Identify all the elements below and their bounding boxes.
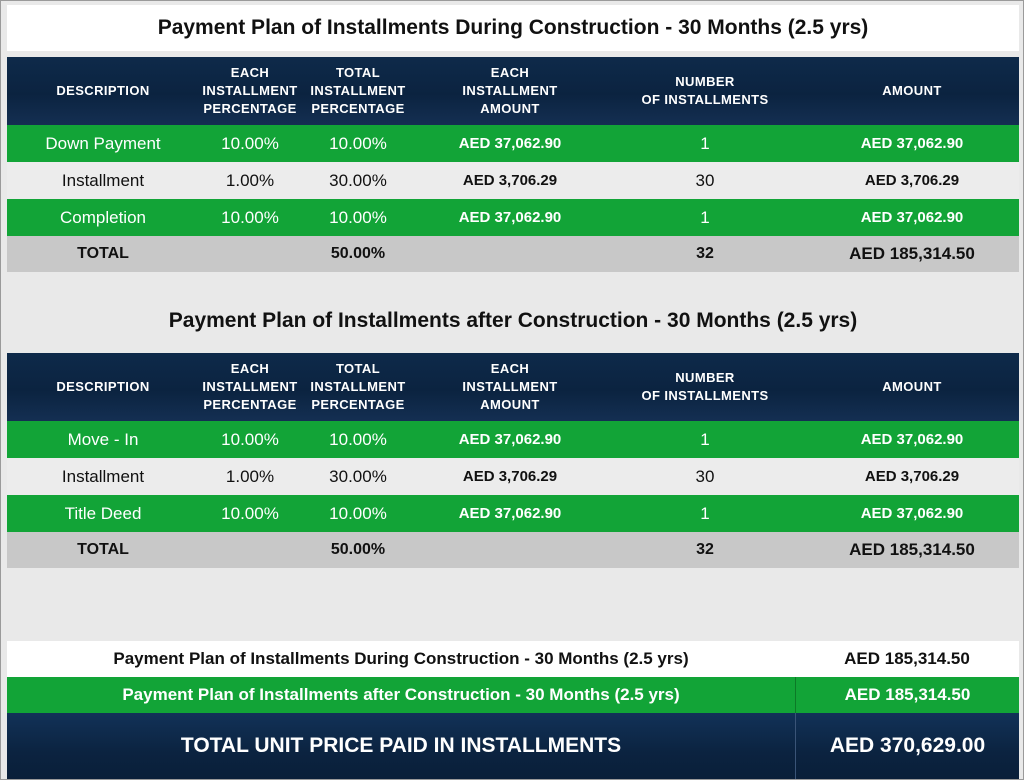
row-count: 30 [695, 466, 715, 486]
row-each-pct: 10.00% [221, 429, 279, 449]
table1: DESCRIPTION EACH INSTALLMENT PERCENTAGE … [7, 57, 1019, 272]
col-header-each-pct: EACH INSTALLMENT PERCENTAGE [202, 65, 298, 116]
table-row: Move - In 10.00% 10.00% AED 37,062.90 1 … [7, 421, 1019, 458]
col-header-count: NUMBER OF INSTALLMENTS [641, 74, 769, 107]
row-amount: AED 3,706.29 [864, 172, 960, 189]
table-row: Down Payment 10.00% 10.00% AED 37,062.90… [7, 125, 1019, 162]
summary-during-label: Payment Plan of Installments During Cons… [113, 649, 689, 668]
row-count: 1 [700, 429, 710, 449]
table2: DESCRIPTION EACH INSTALLMENT PERCENTAGE … [7, 353, 1019, 568]
col-header-description: DESCRIPTION [56, 379, 150, 394]
row-description: Installment [61, 466, 145, 486]
summary-after-row: Payment Plan of Installments after Const… [7, 677, 1019, 713]
row-description: Down Payment [45, 133, 161, 153]
col-header-description: DESCRIPTION [56, 83, 150, 98]
row-description: Move - In [67, 429, 139, 449]
total-amount: AED 185,314.50 [849, 540, 975, 559]
row-count: 30 [695, 170, 715, 190]
grand-total-label: TOTAL UNIT PRICE PAID IN INSTALLMENTS [180, 734, 622, 757]
col-header-count: NUMBER OF INSTALLMENTS [641, 370, 769, 403]
total-empty-cell [199, 532, 301, 568]
total-amount: AED 185,314.50 [849, 244, 975, 263]
total-empty-cell [415, 532, 605, 568]
total-label: TOTAL [77, 541, 129, 558]
summary-after-label: Payment Plan of Installments after Const… [122, 685, 680, 704]
total-pct: 50.00% [330, 541, 386, 558]
row-count: 1 [700, 503, 710, 523]
table1-title: Payment Plan of Installments During Cons… [7, 5, 1019, 51]
col-header-each-amount: EACH INSTALLMENT AMOUNT [462, 361, 558, 412]
col-header-each-amount: EACH INSTALLMENT AMOUNT [462, 65, 558, 116]
table-total-row: TOTAL 50.00% 32 AED 185,314.50 [7, 236, 1019, 272]
row-amount: AED 37,062.90 [860, 505, 964, 522]
row-total-pct: 10.00% [329, 133, 387, 153]
row-each-pct: 1.00% [225, 170, 275, 190]
row-each-amount: AED 37,062.90 [458, 505, 562, 522]
row-each-pct: 1.00% [225, 466, 275, 486]
table-row: Title Deed 10.00% 10.00% AED 37,062.90 1… [7, 495, 1019, 532]
row-amount: AED 37,062.90 [860, 431, 964, 448]
row-description: Completion [60, 207, 146, 227]
total-label: TOTAL [77, 245, 129, 262]
col-header-each-pct: EACH INSTALLMENT PERCENTAGE [202, 361, 298, 412]
table-row: Completion 10.00% 10.00% AED 37,062.90 1… [7, 199, 1019, 236]
row-amount: AED 37,062.90 [860, 135, 964, 152]
col-header-amount: AMOUNT [882, 379, 942, 394]
total-count: 32 [696, 541, 714, 558]
row-each-amount: AED 3,706.29 [462, 172, 558, 189]
table-total-row: TOTAL 50.00% 32 AED 185,314.50 [7, 532, 1019, 568]
row-each-pct: 10.00% [221, 207, 279, 227]
row-description: Installment [61, 170, 145, 190]
col-header-total-pct: TOTAL INSTALLMENT PERCENTAGE [310, 65, 406, 116]
total-count: 32 [696, 245, 714, 262]
row-count: 1 [700, 207, 710, 227]
row-total-pct: 30.00% [329, 170, 387, 190]
table1-header-row: DESCRIPTION EACH INSTALLMENT PERCENTAGE … [7, 57, 1019, 125]
total-empty-cell [199, 236, 301, 272]
table-row: Installment 1.00% 30.00% AED 3,706.29 30… [7, 458, 1019, 495]
summary-during-value: AED 185,314.50 [844, 649, 970, 668]
row-each-amount: AED 3,706.29 [462, 468, 558, 485]
row-each-pct: 10.00% [221, 503, 279, 523]
col-header-total-pct: TOTAL INSTALLMENT PERCENTAGE [310, 361, 406, 412]
row-total-pct: 30.00% [329, 466, 387, 486]
row-description: Title Deed [64, 503, 142, 523]
total-empty-cell [415, 236, 605, 272]
table-row: Installment 1.00% 30.00% AED 3,706.29 30… [7, 162, 1019, 199]
table2-title: Payment Plan of Installments after Const… [168, 309, 858, 332]
row-each-amount: AED 37,062.90 [458, 209, 562, 226]
col-header-amount: AMOUNT [882, 83, 942, 98]
row-amount: AED 37,062.90 [860, 209, 964, 226]
summary-after-value: AED 185,314.50 [795, 677, 1019, 713]
row-total-pct: 10.00% [329, 503, 387, 523]
row-count: 1 [700, 133, 710, 153]
grand-total-value: AED 370,629.00 [795, 713, 1019, 779]
table2-header-row: DESCRIPTION EACH INSTALLMENT PERCENTAGE … [7, 353, 1019, 421]
row-each-amount: AED 37,062.90 [458, 135, 562, 152]
row-each-amount: AED 37,062.90 [458, 431, 562, 448]
row-amount: AED 3,706.29 [864, 468, 960, 485]
row-total-pct: 10.00% [329, 207, 387, 227]
row-total-pct: 10.00% [329, 429, 387, 449]
summary-grand-total-row: TOTAL UNIT PRICE PAID IN INSTALLMENTS AE… [7, 713, 1019, 779]
total-pct: 50.00% [330, 245, 386, 262]
row-each-pct: 10.00% [221, 133, 279, 153]
summary-during-row: Payment Plan of Installments During Cons… [7, 641, 1019, 677]
